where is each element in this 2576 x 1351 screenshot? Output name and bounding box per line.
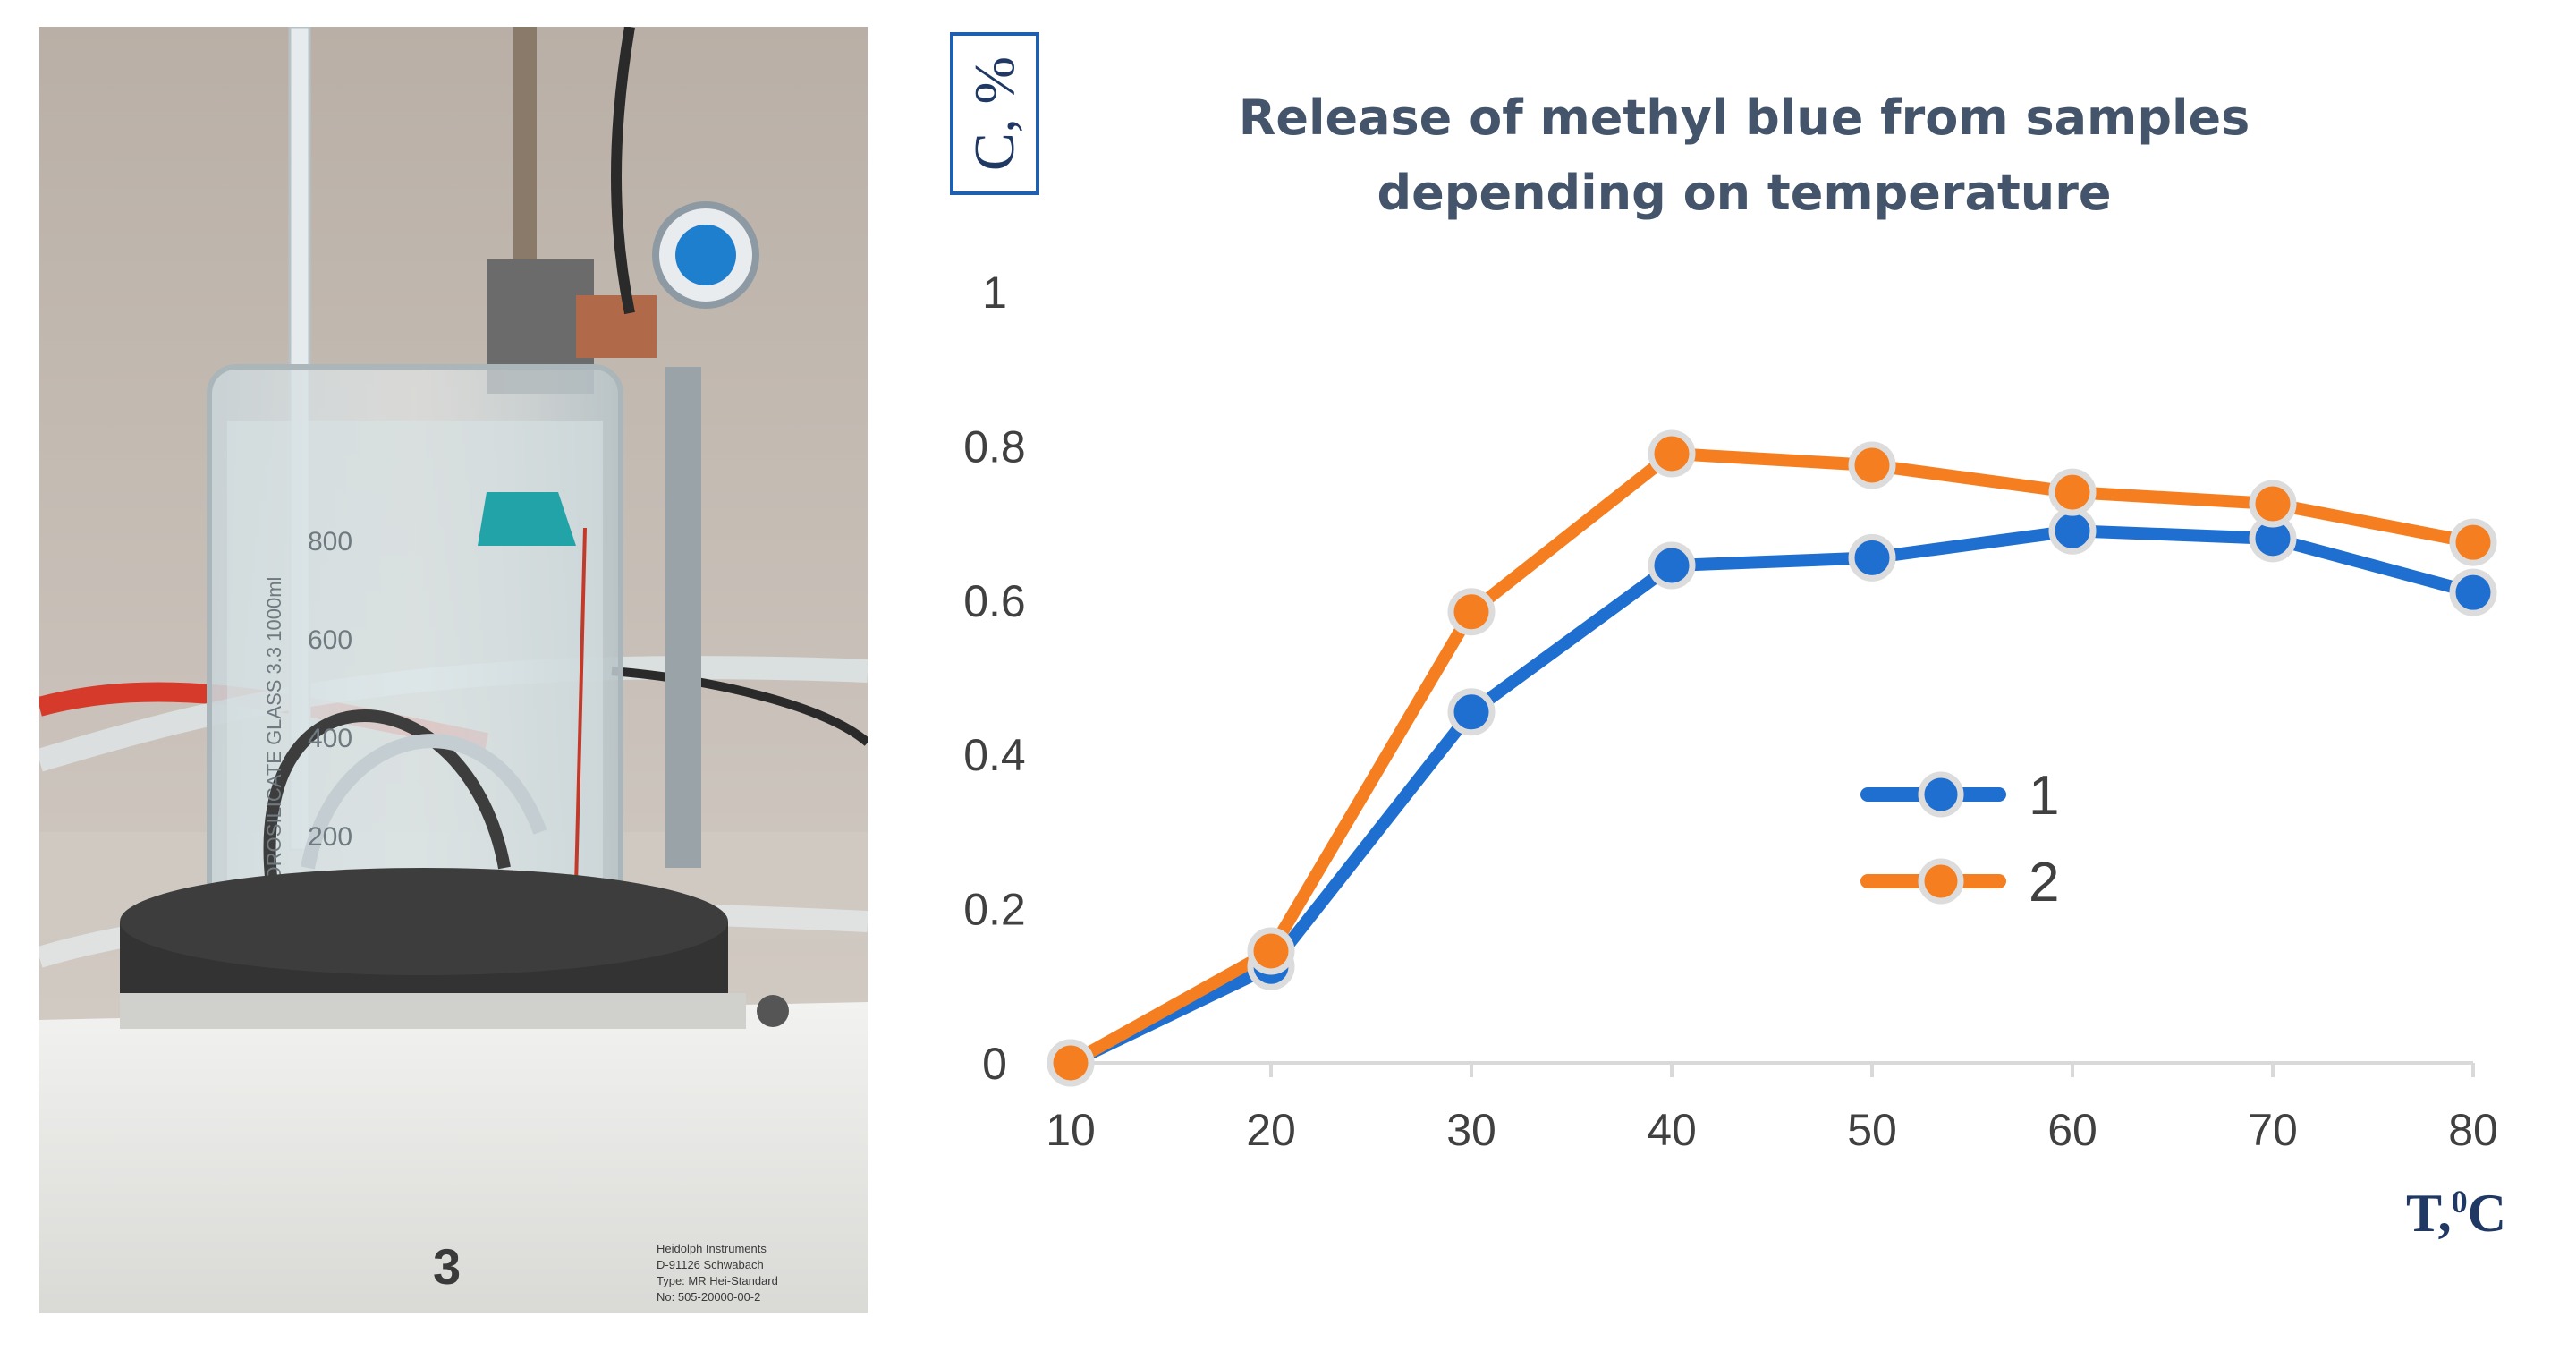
series-1-point xyxy=(1848,533,1896,582)
legend-marker-1 xyxy=(1918,771,1964,818)
device-label: Type: MR Hei-Standard xyxy=(657,1274,778,1287)
series-2-point xyxy=(1848,441,1896,489)
stirrer-number: 3 xyxy=(433,1238,461,1295)
y-tick-label: 0.8 xyxy=(963,421,1026,472)
series-2-point xyxy=(1648,429,1696,478)
y-tick-label: 0.6 xyxy=(963,576,1026,626)
x-tick-label: 10 xyxy=(1046,1105,1096,1155)
beaker-mark: 600 xyxy=(308,625,352,655)
series-2-point xyxy=(2449,518,2497,566)
y-axis-label: C, % xyxy=(962,56,1026,171)
x-tick-label: 20 xyxy=(1246,1105,1296,1155)
x-tick-label: 30 xyxy=(1446,1105,1496,1155)
series-1-point xyxy=(1648,541,1696,590)
x-axis-label: T,0C xyxy=(2406,1184,2506,1243)
beaker-mark: 200 xyxy=(308,822,352,852)
chart-title: Release of methyl blue from samples depe… xyxy=(1238,89,2250,221)
y-axis-label-box: C, % xyxy=(950,32,1039,195)
legend-marker-2 xyxy=(1918,858,1964,905)
y-tick-label: 0.4 xyxy=(963,730,1026,780)
series-1-line xyxy=(1064,524,2479,1069)
series-1-point xyxy=(1447,688,1496,736)
x-tick-label: 60 xyxy=(2047,1105,2097,1155)
series-1-point xyxy=(2449,568,2497,616)
series-2-point xyxy=(2249,480,2297,528)
x-tick-label: 50 xyxy=(1847,1105,1897,1155)
device-label: D-91126 Schwabach xyxy=(657,1258,764,1271)
y-tick-label: 0.2 xyxy=(963,885,1026,935)
lab-photo: 800 600 400 200 BOROSILICATE GLASS 3.3 1… xyxy=(39,27,868,1313)
series-2-point xyxy=(1447,588,1496,636)
series-1-point xyxy=(1046,1039,1095,1087)
x-tick-label: 70 xyxy=(2248,1105,2298,1155)
series-1-point xyxy=(2048,506,2097,555)
series-2-line xyxy=(1064,447,2479,1069)
y-tick-label: 1 xyxy=(982,268,1007,318)
legend-label-2: 2 xyxy=(2029,852,2059,913)
beaker-mark: 400 xyxy=(308,724,352,753)
x-tick-label: 80 xyxy=(2448,1105,2498,1155)
legend-label-1: 1 xyxy=(2029,765,2059,827)
beaker-mark: 800 xyxy=(308,527,352,557)
beaker-text: BOROSILICATE GLASS 3.3 1000ml xyxy=(263,577,285,895)
series-2-point xyxy=(1046,1039,1095,1087)
series-2-point xyxy=(1247,927,1295,975)
x-tick-label: 40 xyxy=(1647,1105,1697,1155)
y-tick-label: 0 xyxy=(982,1039,1007,1089)
device-label: Heidolph Instruments xyxy=(657,1242,767,1255)
device-label: No: 505-20000-00-2 xyxy=(657,1290,760,1304)
series-2-point xyxy=(2048,468,2097,516)
series-1-point xyxy=(1247,942,1295,990)
series-1-point xyxy=(2249,514,2297,563)
